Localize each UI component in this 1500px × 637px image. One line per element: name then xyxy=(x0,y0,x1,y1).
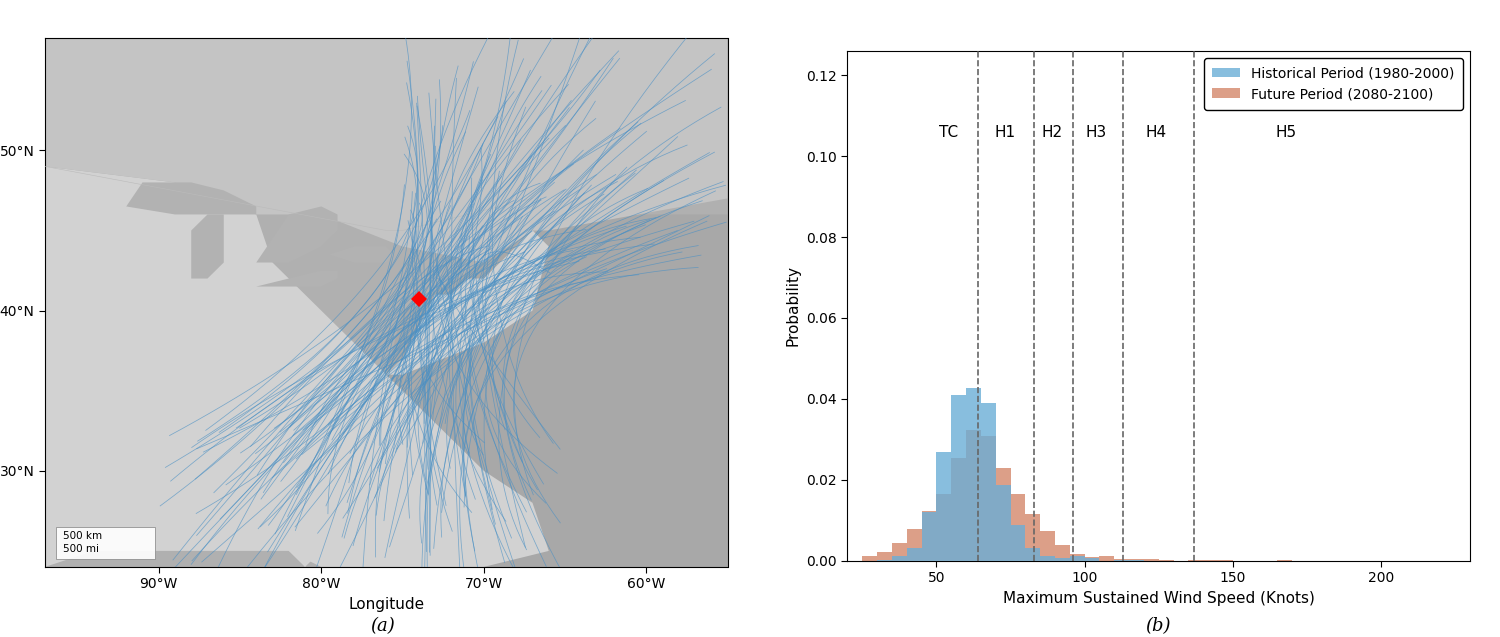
Text: TC: TC xyxy=(939,125,958,140)
Text: H3: H3 xyxy=(1086,125,1107,140)
Bar xyxy=(862,556,877,561)
X-axis label: Maximum Sustained Wind Speed (Knots): Maximum Sustained Wind Speed (Knots) xyxy=(1004,590,1314,606)
Polygon shape xyxy=(386,215,728,567)
Bar xyxy=(1040,531,1054,561)
Bar xyxy=(1040,556,1054,561)
Polygon shape xyxy=(126,182,256,215)
Bar xyxy=(936,452,951,561)
FancyBboxPatch shape xyxy=(57,527,156,559)
Text: (b): (b) xyxy=(1146,617,1170,634)
Bar xyxy=(966,431,981,561)
Bar xyxy=(1026,514,1039,561)
Bar xyxy=(908,548,921,561)
Bar xyxy=(951,458,966,561)
Bar xyxy=(921,512,936,561)
Bar xyxy=(878,552,892,561)
Bar xyxy=(1054,558,1070,561)
Bar xyxy=(966,388,981,561)
Bar xyxy=(908,529,921,561)
Polygon shape xyxy=(45,38,727,262)
Bar xyxy=(1070,554,1084,561)
Bar xyxy=(892,556,908,561)
Bar xyxy=(1084,557,1100,561)
Text: 500 km: 500 km xyxy=(63,531,102,541)
Bar xyxy=(1011,526,1026,561)
Polygon shape xyxy=(256,271,338,287)
Legend: Historical Period (1980-2000), Future Period (2080-2100): Historical Period (1980-2000), Future Pe… xyxy=(1204,58,1462,110)
Bar xyxy=(892,543,908,561)
Bar xyxy=(981,436,996,561)
Text: H5: H5 xyxy=(1275,125,1298,140)
Bar xyxy=(1011,494,1026,561)
Polygon shape xyxy=(256,206,338,262)
Bar xyxy=(1114,560,1130,561)
Bar xyxy=(1054,545,1070,561)
Text: 500 mi: 500 mi xyxy=(63,544,99,554)
Bar xyxy=(1100,556,1114,561)
Polygon shape xyxy=(354,231,549,375)
Y-axis label: Probability: Probability xyxy=(786,265,801,347)
Polygon shape xyxy=(45,166,549,567)
Bar xyxy=(1130,559,1144,561)
Bar xyxy=(951,395,966,561)
Bar xyxy=(996,468,1011,561)
Text: H2: H2 xyxy=(1041,125,1062,140)
Text: H4: H4 xyxy=(1144,125,1167,140)
Text: (a): (a) xyxy=(370,617,394,634)
Text: H1: H1 xyxy=(994,125,1016,140)
Polygon shape xyxy=(330,247,394,262)
Bar xyxy=(1084,558,1100,561)
Bar xyxy=(1070,556,1084,561)
Bar xyxy=(936,494,951,561)
Bar xyxy=(921,511,936,561)
Bar xyxy=(1026,548,1039,561)
Bar xyxy=(981,403,996,561)
Polygon shape xyxy=(273,471,321,567)
Bar xyxy=(996,485,1011,561)
Bar xyxy=(1144,559,1158,561)
Polygon shape xyxy=(190,215,224,278)
X-axis label: Longitude: Longitude xyxy=(348,597,424,612)
Bar xyxy=(1114,559,1130,561)
